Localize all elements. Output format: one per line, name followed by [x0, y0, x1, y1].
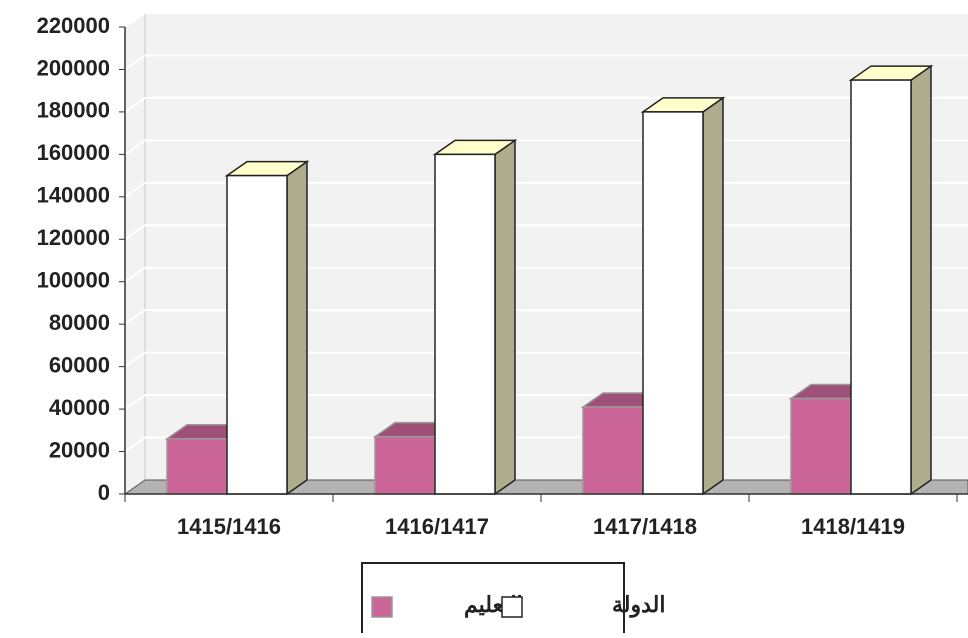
legend-swatch [371, 596, 393, 618]
bar [790, 397, 852, 495]
bar-side [910, 64, 932, 496]
bar [226, 174, 288, 495]
grid-line [124, 12, 968, 28]
y-tick-label: 220000 [37, 13, 110, 38]
x-tick-label: 1418/1419 [801, 514, 905, 539]
y-tick-label: 60000 [49, 352, 110, 377]
y-tick-label: 140000 [37, 183, 110, 208]
y-tick-label: 0 [98, 480, 110, 505]
x-tick-label: 1417/1418 [593, 514, 697, 539]
bar [374, 435, 436, 495]
y-tick-label: 160000 [37, 140, 110, 165]
grid-line [124, 54, 968, 71]
legend-swatch [501, 596, 523, 618]
legend-box [361, 562, 625, 638]
bar [642, 111, 704, 495]
y-tick-label: 180000 [37, 98, 110, 123]
y-tick-label: 120000 [37, 225, 110, 250]
legend: التعليم الدولة [361, 562, 666, 638]
x-tick-label: 1415/1416 [177, 514, 281, 539]
bar-side [286, 160, 308, 496]
bar-side [702, 96, 724, 496]
y-tick-label: 20000 [49, 437, 110, 462]
y-tick-label: 100000 [37, 268, 110, 293]
bar [850, 79, 912, 495]
bar [582, 406, 644, 495]
x-tick-label: 1416/1417 [385, 514, 489, 539]
bars [164, 64, 934, 496]
legend-label: الدولة [612, 592, 666, 618]
bar [434, 153, 496, 495]
bar [166, 438, 228, 495]
y-tick-label: 200000 [37, 55, 110, 80]
y-tick-label: 40000 [49, 395, 110, 420]
bar-side [494, 138, 516, 496]
back-wall [125, 13, 968, 494]
y-tick-label: 80000 [49, 310, 110, 335]
